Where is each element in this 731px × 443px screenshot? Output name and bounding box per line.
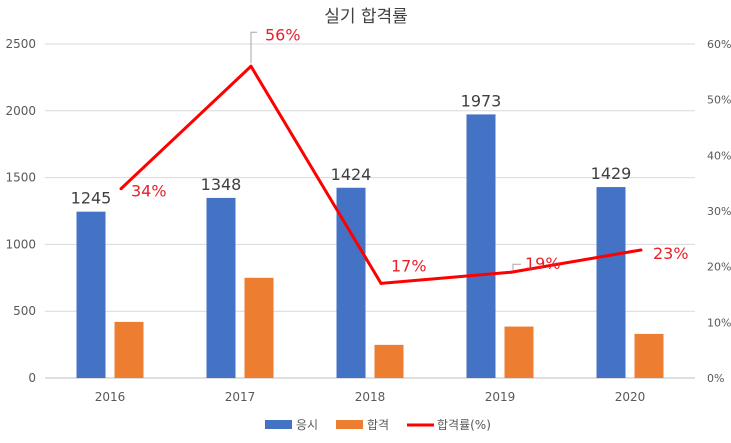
rate-data-label: 23% [653,244,689,263]
rate-point [509,270,513,274]
rate-point [639,248,643,252]
right-tick-label: 20% [707,261,731,274]
legend-label: 합격 [367,418,389,432]
left-tick-label: 500 [13,304,36,318]
bar-applicants [596,187,626,378]
rate-point [249,64,253,68]
bar-passed [634,333,664,378]
bar-data-label: 1429 [591,164,632,183]
left-tick-label: 2000 [5,104,36,118]
left-tick-label: 0 [28,371,36,385]
bar-passed [504,326,534,378]
label-leader-line [250,31,257,64]
bar-data-label: 1424 [331,165,372,184]
rate-data-label: 19% [525,254,561,273]
left-tick-label: 2500 [5,37,36,51]
left-tick-label: 1000 [5,237,36,251]
bar-applicants [466,114,496,379]
category-label: 2020 [615,390,646,404]
rate-point [119,187,123,191]
legend-label: 합격률(%) [437,418,491,432]
legend-label: 응시 [296,418,318,432]
right-tick-label: 40% [707,149,731,162]
left-tick-label: 1500 [5,171,36,185]
category-label: 2018 [355,390,386,404]
chart-title: 실기 합격률 [324,7,408,27]
bars-group [76,114,664,379]
data-labels: 1245 1348 1424 1973 1429 34% 56% 17% 19% 23% [71,25,689,275]
bar-passed [244,277,274,378]
rate-data-label: 56% [265,25,301,44]
legend: 응시 합격 합격률(%) [265,418,491,432]
category-label: 2016 [95,390,126,404]
rate-line [119,64,642,285]
right-tick-label: 0% [707,372,724,385]
rate-data-label: 34% [131,182,167,201]
bar-passed [114,321,144,378]
legend-swatch [336,420,363,429]
bar-data-label: 1973 [461,91,502,110]
right-tick-label: 50% [707,94,731,107]
category-label: 2017 [225,390,256,404]
label-leader-line [512,263,521,271]
right-tick-label: 30% [707,205,731,218]
left-axis-ticks: 0 500 1000 1500 2000 2500 [5,37,36,385]
gridlines [45,43,695,379]
legend-swatch [265,420,292,429]
bar-data-label: 1245 [71,189,112,208]
bar-passed [374,344,404,378]
category-labels: 2016 2017 2018 2019 2020 [95,390,646,404]
rate-point [379,281,383,285]
bar-applicants [76,211,106,378]
rate-data-label: 17% [391,256,427,275]
right-axis-ticks: 0% 10% 20% 30% 40% 50% 60% [707,38,731,385]
right-tick-label: 10% [707,316,731,329]
bar-data-label: 1348 [201,175,242,194]
category-label: 2019 [485,390,516,404]
rate-line-group [119,64,643,285]
right-tick-label: 60% [707,38,731,51]
bar-applicants [206,197,236,378]
